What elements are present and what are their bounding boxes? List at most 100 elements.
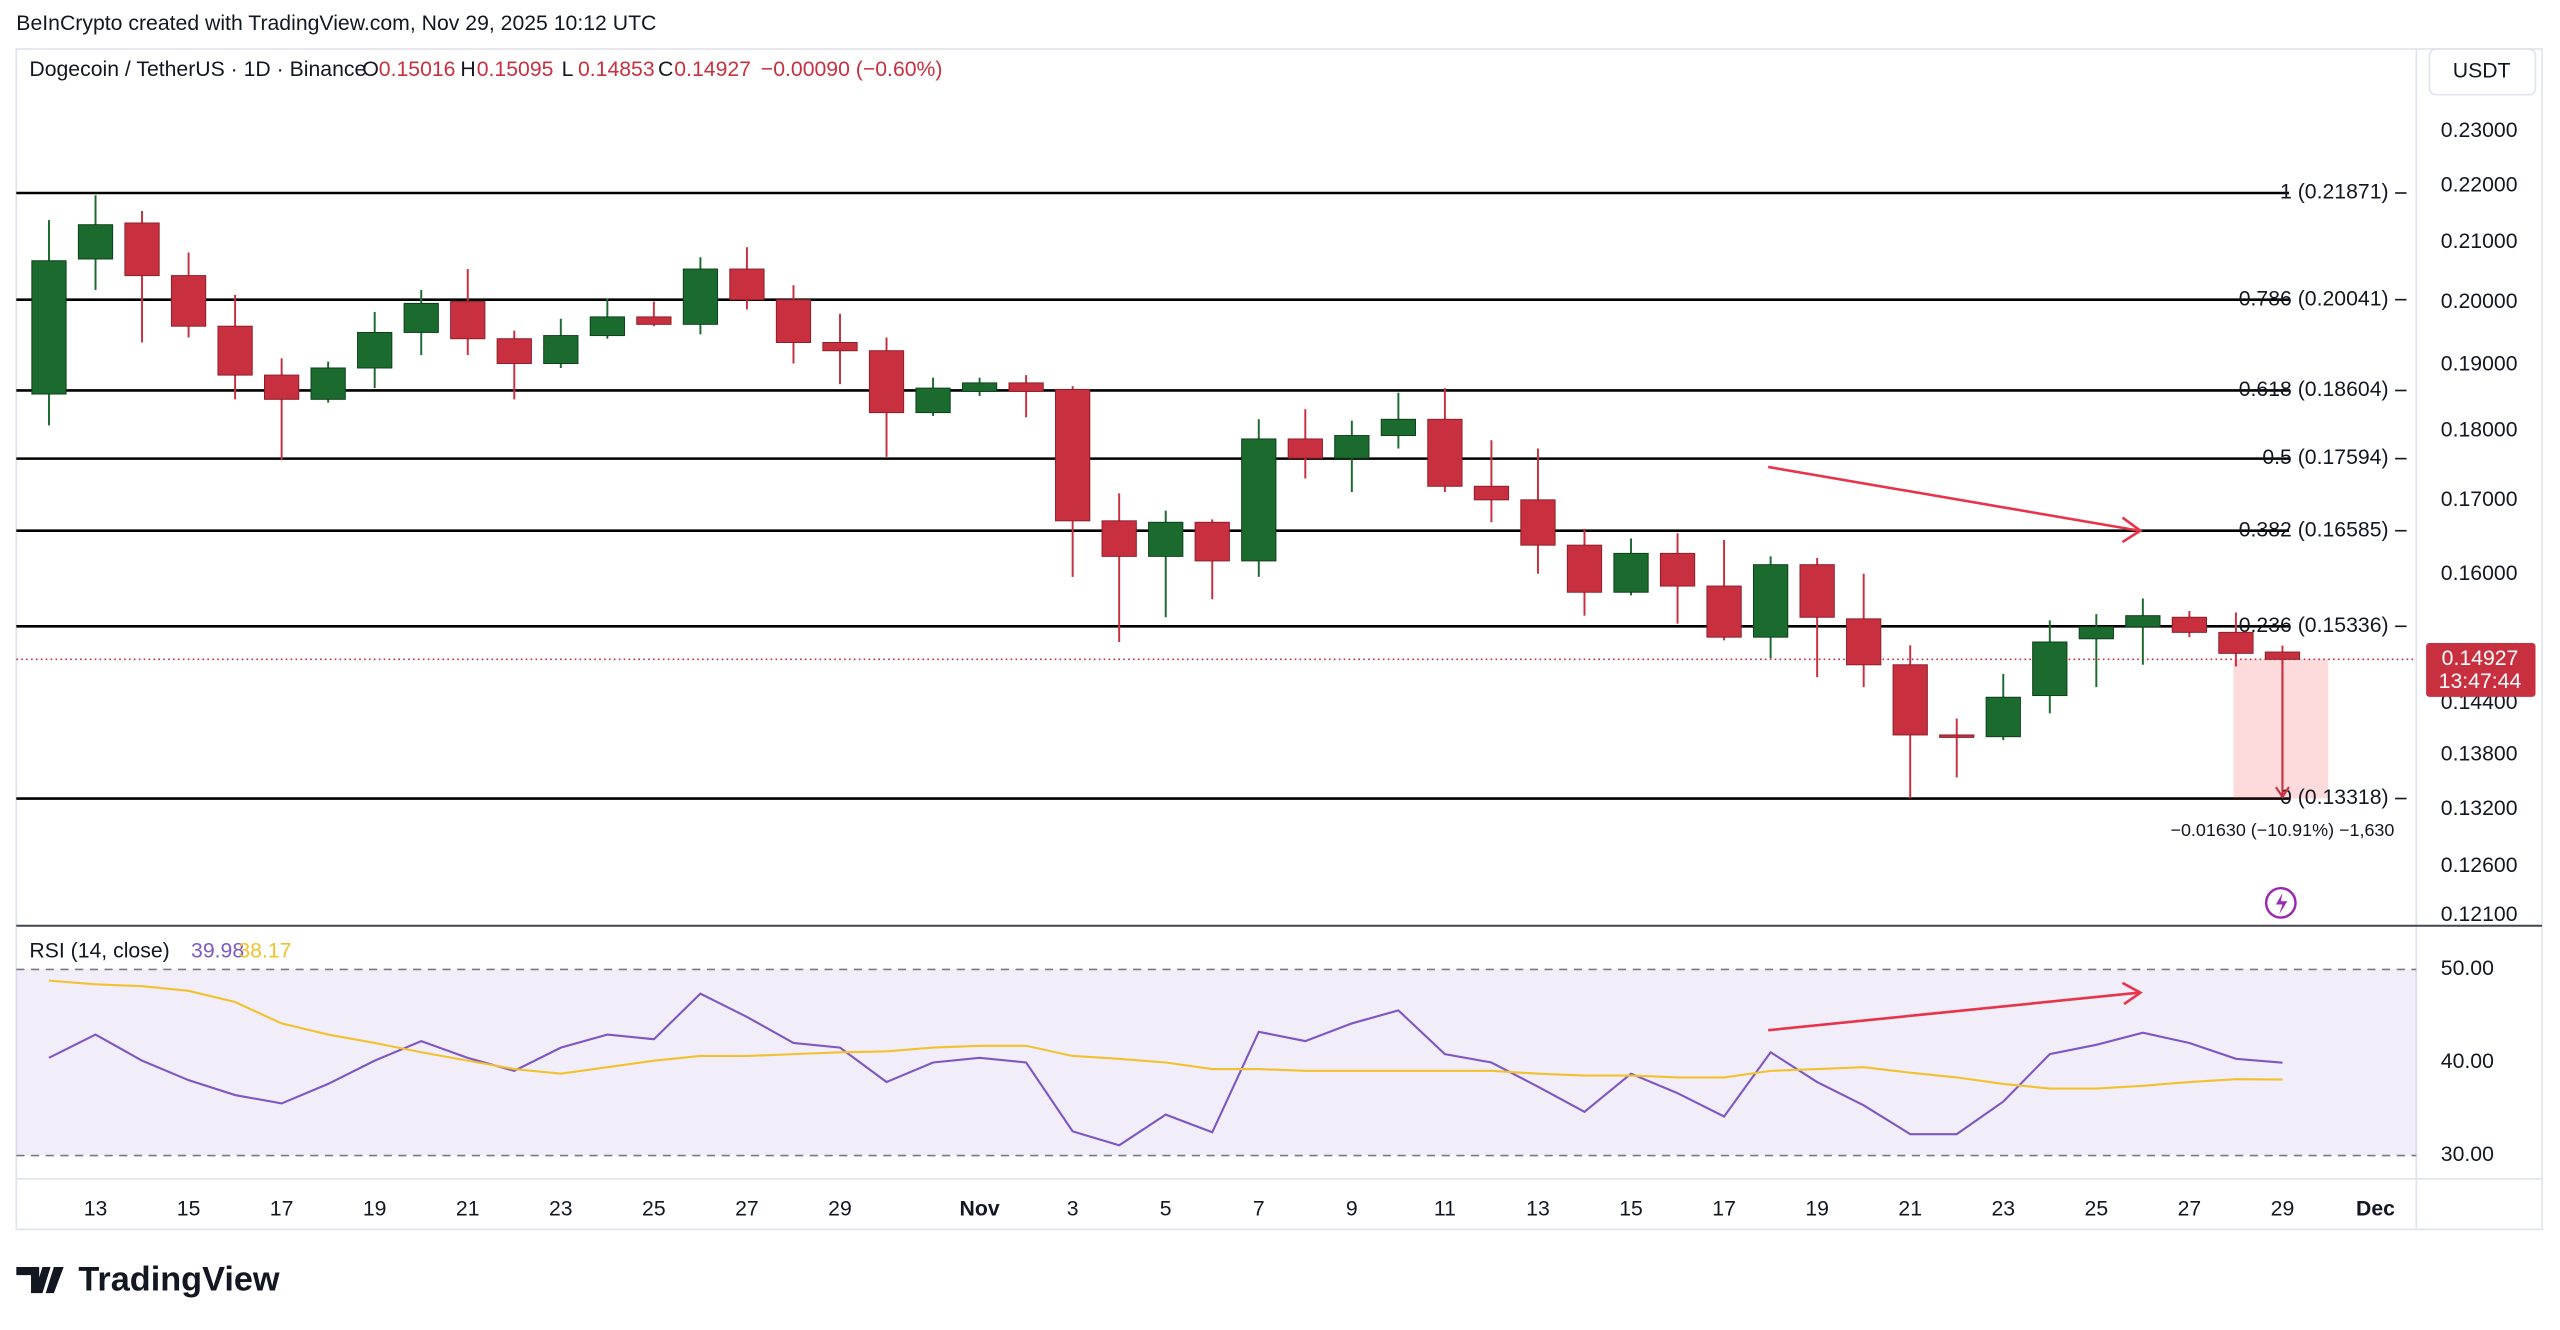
x-tick-label: 27 <box>2178 1197 2202 1220</box>
y-tick-label: 30.00 <box>2441 1143 2494 1166</box>
candle-body <box>2218 631 2254 654</box>
candle-body <box>1241 438 1277 562</box>
x-tick-label: 3 <box>1067 1197 1079 1220</box>
y-tick-label: 0.23000 <box>2441 119 2518 142</box>
c-key: C <box>658 58 673 81</box>
candle-body <box>1101 520 1137 557</box>
candle-body <box>1194 521 1230 562</box>
arrow-head <box>2121 981 2143 1006</box>
x-tick-label: 17 <box>270 1197 294 1220</box>
candle-body <box>1985 696 2021 738</box>
currency[interactable]: USDT <box>2453 59 2511 82</box>
candle-body <box>1846 618 1882 666</box>
candle-body <box>2264 651 2301 660</box>
series-line <box>48 992 2283 1147</box>
candle-body <box>636 316 672 325</box>
logo-mark <box>16 1266 64 1294</box>
candle-body <box>403 302 439 333</box>
x-tick-label: 5 <box>1160 1197 1172 1220</box>
fib-label: 0.618 (0.18604) <box>2239 378 2389 401</box>
x-tick-label: 13 <box>1526 1197 1550 1220</box>
candle-body <box>1380 418 1417 437</box>
measure-arrow-head <box>2275 786 2290 799</box>
x-tick-label: Nov <box>960 1197 1000 1220</box>
measure-box <box>2233 659 2329 799</box>
candle-body <box>729 268 765 301</box>
front-layer: 13 15 17 19 21 23 25 27 29 Nov 3 5 7 9 11 13 15 17 19 21 23 2… <box>84 119 2536 1220</box>
candle-body <box>450 301 486 340</box>
credit: BeInCrypto created with TradingView.com,… <box>16 12 656 35</box>
x-tick-label: 23 <box>549 1197 573 1220</box>
candle-body <box>543 335 579 364</box>
x-tick-label: 27 <box>735 1197 759 1220</box>
h-value: 0.15095 <box>477 58 554 81</box>
x-tick-label: 29 <box>828 1197 852 1220</box>
candle-body <box>31 260 67 395</box>
x-tick-label: 21 <box>456 1197 480 1220</box>
y-tick-label: 50.00 <box>2441 957 2494 980</box>
y-tick-label: 0.12600 <box>2441 854 2518 877</box>
bolt <box>2275 893 2288 915</box>
y-tick-label: 0.12100 <box>2441 903 2518 926</box>
candle-body <box>1473 485 1510 501</box>
candle-body <box>1008 382 1044 392</box>
rsi-value: 39.98 <box>191 939 244 962</box>
legend-header: Dogecoin / TetherUS · 1D · Binance O 0.1… <box>29 58 942 81</box>
x-tick-label: 29 <box>2271 1197 2295 1220</box>
candle-body <box>264 374 300 400</box>
x-tick-label: 19 <box>363 1197 387 1220</box>
y-tick-label: 0.20000 <box>2441 290 2518 313</box>
x-tick-label: 17 <box>1712 1197 1736 1220</box>
x-tick-label: 21 <box>1898 1197 1922 1220</box>
candle-body <box>217 325 253 376</box>
candle-body <box>1566 544 1603 593</box>
candle-body <box>170 275 207 327</box>
x-tick-label: 11 <box>1434 1197 1456 1220</box>
y-tick-label: 0.16000 <box>2441 562 2518 585</box>
candle-body <box>2078 626 2114 640</box>
brand: TradingView <box>78 1261 280 1299</box>
candle-body <box>868 350 905 414</box>
candle-body <box>1892 664 1928 736</box>
candle-body <box>2032 641 2068 697</box>
change: −0.00090 (−0.60%) <box>761 58 943 81</box>
candle-body <box>1055 388 1091 522</box>
fib-label: 0 (0.13318) <box>2280 786 2389 809</box>
fib-label: 0.382 (0.16585) <box>2239 518 2389 541</box>
symbol: Dogecoin / TetherUS · 1D · Binance <box>29 58 366 81</box>
y-tick-label: 0.19000 <box>2441 352 2518 375</box>
rsi-legend: RSI (14, close) 39.98 38.17 <box>29 939 291 962</box>
y-tick-label: 0.17000 <box>2441 488 2518 511</box>
candle-body <box>1706 585 1742 638</box>
arrow-head <box>2121 516 2143 544</box>
fib-label: 0.5 (0.17594) <box>2262 446 2388 469</box>
candle-body <box>496 338 532 364</box>
countdown: 13:47:44 <box>2439 670 2522 693</box>
x-tick-label: 23 <box>1991 1197 2015 1220</box>
x-tick-label: 15 <box>1619 1197 1643 1220</box>
rsi-title: RSI (14, close) <box>29 939 169 962</box>
alert-icon[interactable] <box>2264 886 2297 919</box>
x-tick-label: 25 <box>2085 1197 2109 1220</box>
candle-body <box>310 367 346 400</box>
chart-frame <box>15 48 2543 1231</box>
price-tag <box>2426 642 2536 697</box>
x-tick-label: 9 <box>1346 1197 1358 1220</box>
series-line <box>48 979 2283 1090</box>
rsi-band <box>16 969 2417 1156</box>
candle-body <box>1659 552 1696 587</box>
currency-button[interactable] <box>2428 48 2537 96</box>
x-tick-label: 7 <box>1253 1197 1265 1220</box>
fib-label: 1 (0.21871) <box>2280 181 2389 204</box>
candle-body <box>357 331 393 369</box>
fib-label: 0.236 (0.15336) <box>2239 614 2389 637</box>
candle-body <box>775 299 812 343</box>
candle-body <box>822 342 858 352</box>
x-tick-label: 13 <box>84 1197 108 1220</box>
x-tick-label: Dec <box>2356 1197 2395 1220</box>
candle-body <box>1287 438 1323 459</box>
measure-label: −0.01630 (−10.91%) −1,630 <box>2170 820 2394 840</box>
candle-body <box>1334 435 1370 459</box>
candle-body <box>1148 521 1184 557</box>
trend-arrow <box>1767 465 2139 532</box>
